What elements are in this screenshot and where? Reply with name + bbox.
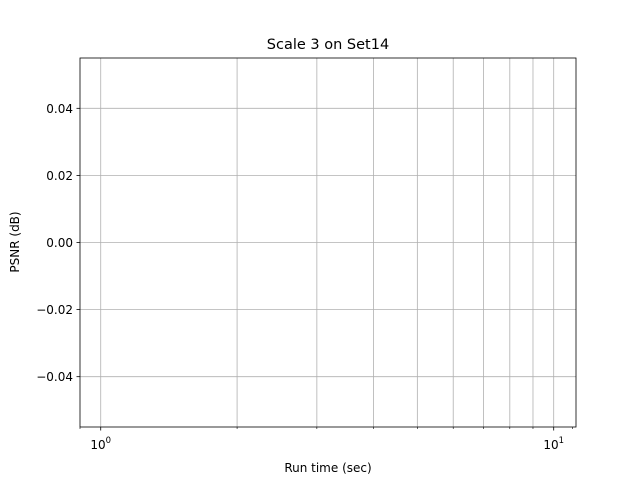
plot-area-frame — [79, 57, 577, 428]
x-tick-label: 101 — [543, 436, 564, 452]
ticks: 100 101 0.04 0.02 0.00 −0.02 −0.04 — [36, 102, 573, 452]
x-tick-label: 100 — [90, 436, 111, 452]
y-tick-label: −0.04 — [36, 370, 73, 384]
y-axis-label: PSNR (dB) — [8, 211, 22, 272]
x-axis-label: Run time (sec) — [284, 461, 371, 475]
y-tick-label: 0.02 — [46, 169, 73, 183]
grid — [80, 58, 576, 427]
chart-title: Scale 3 on Set14 — [267, 37, 389, 53]
y-tick-label: 0.00 — [46, 236, 73, 250]
y-tick-label: 0.04 — [46, 102, 73, 116]
y-tick-label: −0.02 — [36, 303, 73, 317]
